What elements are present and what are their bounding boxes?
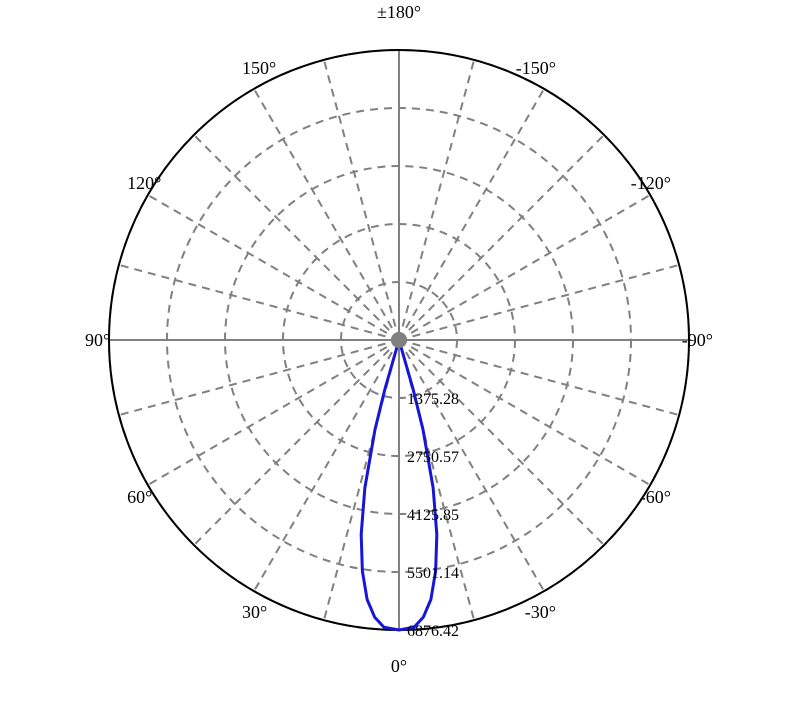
grid-spoke	[148, 340, 399, 485]
grid-spoke	[194, 340, 399, 545]
angle-label: 60°	[127, 487, 152, 507]
angle-label: 90°	[85, 330, 110, 350]
angle-label: -150°	[516, 58, 556, 78]
angle-label: 150°	[242, 58, 276, 78]
grid-spoke	[399, 265, 679, 340]
grid-spoke	[399, 195, 650, 340]
grid-spoke	[324, 60, 399, 340]
angle-label: 30°	[242, 602, 267, 622]
grid-spoke	[399, 89, 544, 340]
ring-value-label: 5501.14	[407, 565, 459, 582]
angle-label: -60°	[640, 487, 671, 507]
angle-label: -90°	[682, 330, 713, 350]
angle-label: -30°	[525, 602, 556, 622]
center-marker	[391, 332, 407, 348]
grid-spoke	[119, 265, 399, 340]
grid-spoke	[254, 340, 399, 591]
angle-label: -120°	[631, 173, 671, 193]
ring-value-label: 4125.85	[407, 507, 459, 524]
ring-value-label: 6876.42	[407, 623, 459, 640]
angle-label: 120°	[127, 173, 161, 193]
ring-value-label: 2750.57	[407, 449, 459, 466]
polar-chart: 1375.28 2750.57 4125.85 5501.14 6876.42 0° 30…	[0, 0, 798, 701]
grid-spoke	[254, 89, 399, 340]
grid-spoke	[148, 195, 399, 340]
grid-spoke	[194, 135, 399, 340]
angle-label: ±180°	[377, 2, 421, 22]
angle-label: 0°	[391, 656, 407, 676]
grid-spoke	[119, 340, 399, 415]
grid-spoke	[399, 60, 474, 340]
ring-value-label: 1375.28	[407, 391, 459, 408]
grid-spoke	[399, 135, 604, 340]
